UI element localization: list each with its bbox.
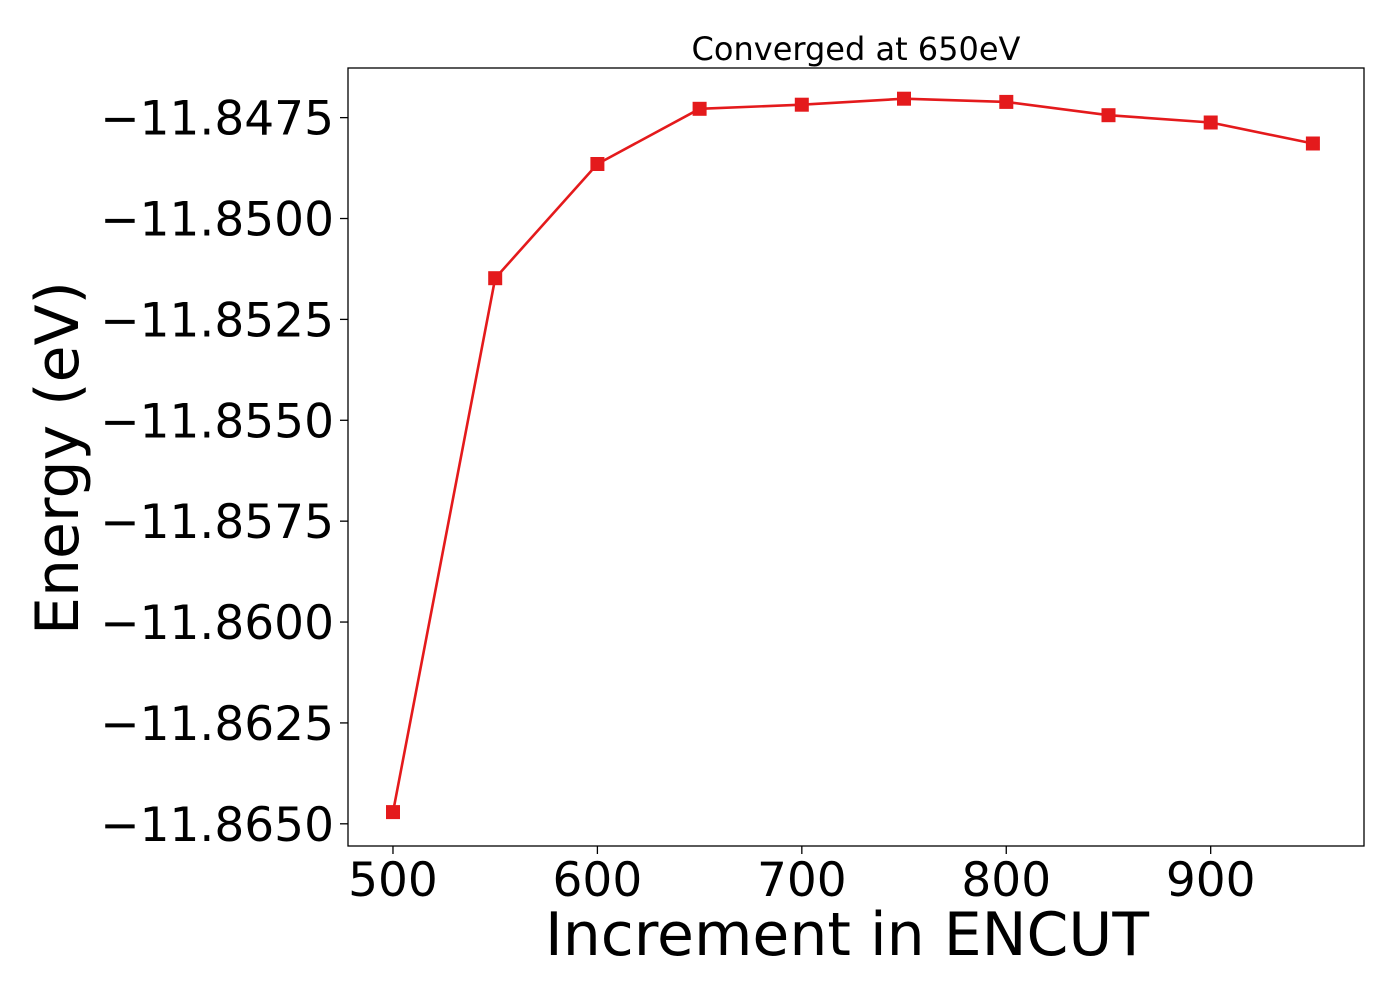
data-point (1203, 115, 1218, 130)
y-axis: −11.8650 −11.8625 −11.8600 −11.8575 −11.8550… (100, 92, 348, 853)
data-point (1305, 136, 1320, 151)
plot-area (347, 67, 1365, 847)
x-axis-label: Increment in ENCUT (545, 900, 1149, 970)
y-tick-label: −11.8575 (100, 495, 334, 550)
series-line (391, 97, 1314, 813)
y-tick-label: −11.8475 (100, 92, 334, 147)
x-tick-label: 900 (1166, 853, 1256, 908)
x-tick-label: 500 (348, 853, 438, 908)
data-point (794, 97, 809, 112)
chart-title: Converged at 650eV (692, 30, 1021, 68)
y-axis-label: Energy (eV) (23, 281, 93, 635)
data-point (897, 91, 911, 106)
y-tick-label: −11.8525 (100, 293, 334, 348)
y-tick-label: −11.8650 (100, 798, 334, 853)
data-point (488, 271, 503, 286)
x-axis: 500 600 700 800 900 (348, 846, 1256, 908)
data-point (590, 157, 605, 171)
series-layer (386, 91, 1320, 820)
y-tick-label: −11.8550 (100, 394, 334, 449)
x-tick-label: 800 (961, 853, 1051, 908)
data-point (386, 805, 400, 820)
y-tick-label: −11.8500 (100, 193, 334, 248)
data-point (999, 94, 1014, 109)
y-tick-label: −11.8600 (100, 596, 334, 651)
x-tick-label: 600 (553, 853, 643, 908)
data-point (1101, 108, 1116, 123)
data-point (692, 101, 707, 116)
x-tick-label: 700 (757, 853, 847, 908)
y-tick-label: −11.8625 (100, 697, 334, 752)
